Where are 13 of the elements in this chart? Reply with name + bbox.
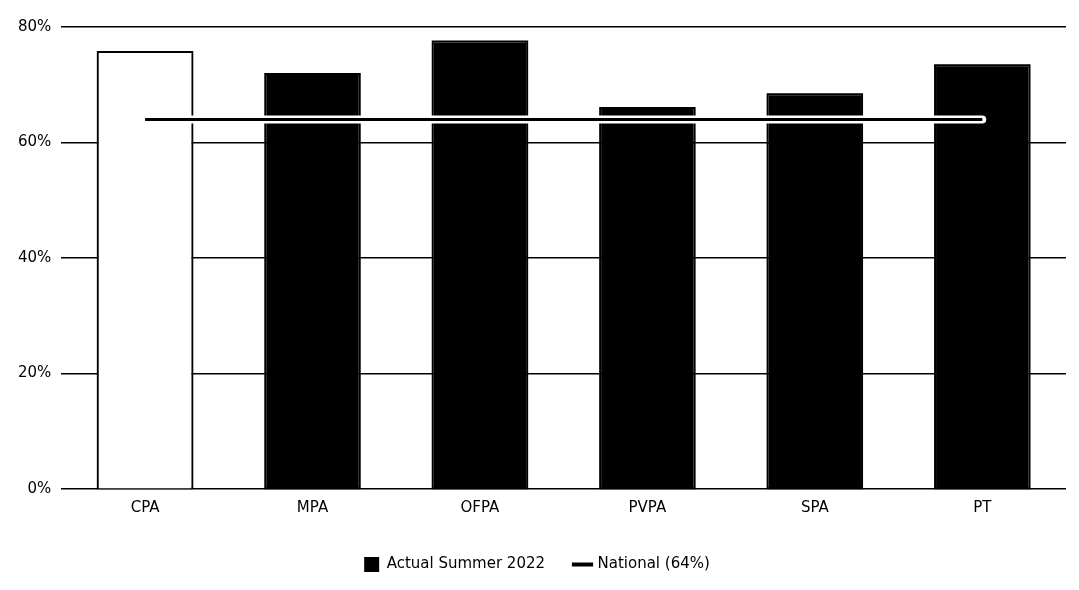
- x-tick-label: CPA: [130, 497, 161, 516]
- x-tick-label: PVPA: [628, 497, 667, 516]
- y-tick-label: 20%: [18, 363, 52, 382]
- x-tick-label: OFPA: [460, 497, 501, 516]
- x-tick-label: MPA: [296, 497, 329, 516]
- legend-label: Actual Summer 2022: [386, 554, 546, 573]
- y-tick-label: 40%: [18, 247, 52, 266]
- y-tick-label: 0%: [27, 478, 52, 497]
- legend-label: National (64%): [597, 554, 710, 573]
- y-tick-label: 80%: [18, 16, 52, 35]
- x-tick-label: SPA: [800, 497, 830, 516]
- x-tick-label: PT: [973, 497, 993, 516]
- y-tick-label: 60%: [18, 132, 52, 151]
